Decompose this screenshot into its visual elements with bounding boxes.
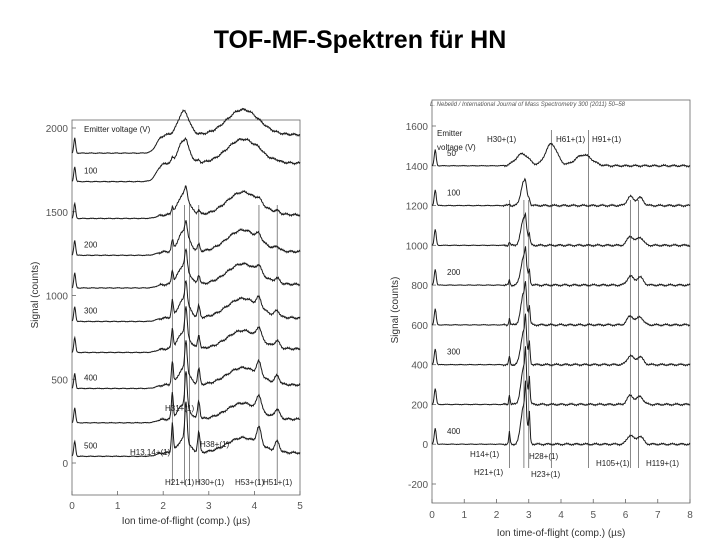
right-x-tick-label: 2: [494, 510, 500, 521]
right-series-voltage-label: 100: [447, 189, 461, 198]
left-series-voltage-label: 200: [84, 240, 98, 249]
right-peak-label: H21+(1): [474, 468, 503, 477]
left-series-voltage-label: 100: [84, 167, 98, 176]
left-x-tick-label: 0: [69, 501, 75, 512]
left-spectrum-series-line: [71, 107, 301, 155]
left-series-voltage-label: 400: [84, 373, 98, 382]
left-x-tick-label: 1: [115, 501, 121, 512]
right-y-tick-label: 0: [422, 440, 428, 451]
right-legend-title-line2: voltage (V): [437, 143, 476, 152]
left-peak-label: H13,14+(1): [130, 448, 171, 457]
right-peak-label: H61+(1): [556, 135, 585, 144]
left-spectrum-series-line: [71, 371, 301, 424]
left-y-tick-label: 2000: [46, 124, 69, 135]
left-y-axis-title: Signal (counts): [30, 262, 41, 329]
right-spectrum-series-line: [431, 281, 691, 328]
left-peak-label: H38+(1): [200, 440, 229, 449]
left-y-tick-label: 1500: [46, 208, 69, 219]
slide-title: TOF-MF-Spektren für HN: [213, 26, 507, 54]
right-y-tick-label: 200: [411, 400, 428, 411]
right-spectrum-series-line: [431, 246, 691, 288]
right-legend-title-line1: Emitter: [437, 129, 463, 138]
left-peak-label: H51+(1): [263, 478, 292, 487]
right-x-tick-label: 5: [590, 510, 596, 521]
right-spectrum-series-line: [431, 177, 691, 208]
right-x-tick-label: 3: [526, 510, 532, 521]
right-series-voltage-label: 200: [447, 268, 461, 277]
left-y-tick-label: 500: [51, 375, 68, 386]
right-x-tick-label: 6: [623, 510, 629, 521]
right-peak-label: H23+(1): [531, 470, 560, 479]
right-peak-label: H119+(1): [646, 459, 679, 468]
right-y-axis-title: Signal (counts): [390, 277, 401, 344]
right-y-tick-label: 800: [411, 281, 428, 292]
right-x-tick-label: 7: [655, 510, 661, 521]
right-citation: L. Nebelid / International Journal of Ma…: [430, 102, 626, 108]
left-y-tick-label: 0: [62, 459, 68, 470]
right-y-tick-label: 1000: [406, 241, 429, 252]
left-spectrum-series-line: [71, 220, 301, 257]
left-series-voltage-label: 300: [84, 306, 98, 315]
right-spectrum-series-line: [431, 142, 691, 168]
right-spectrum-series-line: [431, 313, 691, 367]
right-peak-label: H28+(1): [529, 452, 558, 461]
left-legend-title: Emitter voltage (V): [84, 125, 151, 134]
right-x-axis-title: Ion time-of-flight (comp.) (µs): [497, 528, 626, 539]
left-spectrum-series-line: [71, 306, 301, 354]
left-spectrum-series-line: [71, 279, 301, 323]
right-spectrum-series-line: [431, 346, 691, 407]
right-peak-label: H30+(1): [487, 135, 516, 144]
left-spectrum-series-line: [71, 401, 301, 458]
left-peak-label: H21+(1): [165, 478, 194, 487]
left-y-tick-label: 1000: [46, 292, 69, 303]
left-x-tick-label: 5: [297, 501, 303, 512]
left-spectrum-series-line: [71, 247, 301, 289]
left-spectrum-series-line: [71, 340, 301, 390]
right-y-tick-label: 1200: [406, 202, 429, 213]
right-peak-label: H105+(1): [596, 459, 630, 468]
left-peak-label: H53+(1): [235, 478, 264, 487]
right-spectrum-series-line: [431, 380, 691, 447]
right-y-tick-label: 1400: [406, 162, 429, 173]
right-plot-frame: [431, 99, 691, 504]
right-spectrum-series-line: [431, 211, 691, 248]
left-x-tick-label: 3: [206, 501, 212, 512]
right-series-voltage-label: 300: [447, 348, 461, 357]
right-x-tick-label: 8: [687, 510, 693, 521]
left-x-axis-title: Ion time-of-flight (comp.) (µs): [122, 516, 251, 527]
right-y-tick-label: 600: [411, 321, 428, 332]
right-x-tick-label: 1: [461, 510, 467, 521]
right-y-tick-label: -200: [408, 480, 428, 491]
right-series-voltage-label: 50: [447, 149, 456, 158]
right-x-tick-label: 4: [558, 510, 564, 521]
left-peak-label: H31+(1): [165, 404, 194, 413]
right-y-tick-label: 400: [411, 361, 428, 372]
left-x-tick-label: 4: [252, 501, 258, 512]
right-peak-label: H91+(1): [592, 135, 621, 144]
left-peak-label: H30+(1): [195, 478, 224, 487]
right-x-tick-label: 0: [429, 510, 435, 521]
left-spectrum-series-line: [71, 136, 301, 183]
right-peak-label: H14+(1): [470, 450, 499, 459]
left-series-voltage-label: 500: [84, 441, 98, 450]
right-y-tick-label: 1600: [406, 122, 429, 133]
left-x-tick-label: 2: [160, 501, 166, 512]
left-spectrum-series-line: [71, 185, 301, 220]
right-series-voltage-label: 400: [447, 427, 461, 436]
